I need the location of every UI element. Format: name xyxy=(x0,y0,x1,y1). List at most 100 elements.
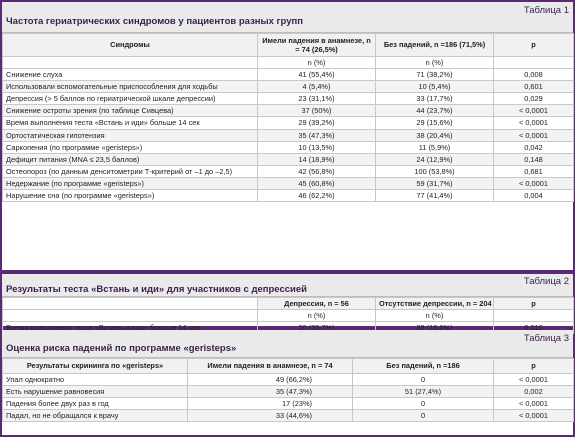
row-label: Саркопения (по программе «geristeps») xyxy=(2,140,258,154)
row-label: Снижение остроты зрения (по таблице Сивц… xyxy=(2,104,258,118)
table-2-panel: Результаты теста «Встань и иди» для учас… xyxy=(2,274,574,335)
table-2: Депрессия, n = 56 Отсутствие депрессии, … xyxy=(2,296,574,335)
table-row: Падения более двух раз в год 17 (23%) 0 … xyxy=(2,397,574,411)
row-no-falls: 71 (38,2%) xyxy=(375,68,494,82)
table-row: Ортостатическая гипотензия 35 (47,3%) 38… xyxy=(2,128,574,142)
row-falls: 35 (47,3%) xyxy=(187,385,353,399)
table-2-number: Таблица 2 xyxy=(523,276,569,287)
row-label: Нарушение сна (по программе «geristeps») xyxy=(2,189,258,203)
row-label: Недержание (по программе «geristeps») xyxy=(2,176,258,191)
row-p: 0,601 xyxy=(493,80,574,94)
table-2-unit-row: n (%) n (%) xyxy=(2,309,574,323)
row-label: Есть нарушение равновесия xyxy=(2,385,188,399)
table-2-header-bar: Результаты теста «Встань и иди» для учас… xyxy=(2,274,573,297)
unit-no-dep: n (%) xyxy=(375,309,494,323)
table-3-header-row: Результаты скрининга по «geristeps» Имел… xyxy=(2,358,574,374)
row-p: < 0,0001 xyxy=(493,176,574,191)
row-p: < 0,0001 xyxy=(493,372,574,387)
col-header-no-falls-text: Без падений, n =186 (71,5%) xyxy=(383,40,486,50)
row-p: < 0,0001 xyxy=(493,104,574,118)
table-1-title: Частота гериатрических синдромов у пацие… xyxy=(6,16,303,27)
col-header-syndromes: Синдромы xyxy=(2,33,258,57)
row-falls: 42 (56,8%) xyxy=(257,164,376,178)
table-1-panel: Частота гериатрических синдромов у пацие… xyxy=(2,2,574,270)
table-row: Использовали вспомогательные приспособле… xyxy=(2,80,574,94)
unit-empty-p xyxy=(493,55,574,70)
row-no-falls: 38 (20,4%) xyxy=(375,128,494,142)
table-1-number: Таблица 1 xyxy=(523,5,569,16)
row-no-falls: 11 (5,9%) xyxy=(375,140,494,154)
row-label: Депрессия (> 5 баллов по гериатрической … xyxy=(2,92,258,106)
row-p: 0,008 xyxy=(493,68,574,82)
table-1-unit-row: n (%) n (%) xyxy=(2,55,574,70)
row-no-falls: 77 (41,4%) xyxy=(375,189,494,203)
unit-falls: n (%) xyxy=(257,55,376,70)
table-3-header-bar: Оценка риска падений по программе «geris… xyxy=(2,330,573,358)
table-row: Недержание (по программе «geristeps») 45… xyxy=(2,176,574,191)
row-p: 0,042 xyxy=(493,140,574,154)
unit-dep: n (%) xyxy=(257,309,376,323)
col-header-falls: Имели падения в анамнезе, n = 74 xyxy=(187,358,353,374)
row-p: 0,029 xyxy=(493,92,574,106)
table-row: Падал, но не обращался к врачу 33 (44,6%… xyxy=(2,409,574,423)
table-row: Остеопороз (по данным денситометрии Т-кр… xyxy=(2,164,574,178)
row-falls: 23 (31,1%) xyxy=(257,92,376,106)
row-falls: 41 (55,4%) xyxy=(257,68,376,82)
table-3: Результаты скрининга по «geristeps» Имел… xyxy=(2,358,574,423)
row-label: Время выполнения теста «Встань и иди» бо… xyxy=(2,116,258,130)
row-label: Падал, но не обращался к врачу xyxy=(2,409,188,423)
table-row: Дефицит питания (MNA ≤ 23,5 баллов) 14 (… xyxy=(2,152,574,166)
col-header-depression: Депрессия, n = 56 xyxy=(257,296,376,311)
table-row: Снижение слуха 41 (55,4%) 71 (38,2%) 0,0… xyxy=(2,68,574,82)
unit-empty xyxy=(2,309,258,323)
row-p: < 0,0001 xyxy=(493,128,574,142)
row-no-falls: 0 xyxy=(352,372,494,387)
row-falls: 29 (39,2%) xyxy=(257,116,376,130)
row-p: 0,004 xyxy=(493,189,574,203)
row-label: Остеопороз (по данным денситометрии Т-кр… xyxy=(2,164,258,178)
row-label: Падения более двух раз в год xyxy=(2,397,188,411)
row-no-falls: 51 (27,4%) xyxy=(352,385,494,399)
row-falls: 10 (13,5%) xyxy=(257,140,376,154)
table-row: Упал однократно 49 (66,2%) 0 < 0,0001 xyxy=(2,372,574,387)
header-empty xyxy=(2,296,258,311)
col-header-no-depression: Отсутствие депрессии, n = 204 xyxy=(375,296,494,311)
unit-empty xyxy=(2,55,258,70)
col-header-no-falls: Без падений, n =186 xyxy=(352,358,494,374)
row-falls: 35 (47,3%) xyxy=(257,128,376,142)
row-falls: 46 (62,2%) xyxy=(257,189,376,203)
table-row: Нарушение сна (по программе «geristeps»)… xyxy=(2,189,574,203)
col-header-p: p xyxy=(493,33,574,57)
col-header-no-falls: Без падений, n =186 (71,5%) xyxy=(375,33,494,57)
row-falls: 17 (23%) xyxy=(187,397,353,411)
row-p: < 0,0001 xyxy=(493,397,574,411)
table-row: Есть нарушение равновесия 35 (47,3%) 51 … xyxy=(2,385,574,399)
row-no-falls: 0 xyxy=(352,397,494,411)
row-falls: 37 (50%) xyxy=(257,104,376,118)
row-p: 0,681 xyxy=(493,164,574,178)
row-falls: 4 (5,4%) xyxy=(257,80,376,94)
row-label: Упал однократно xyxy=(2,372,188,387)
table-3-title: Оценка риска падений по программе «geris… xyxy=(6,343,237,354)
unit-no-falls: n (%) xyxy=(375,55,494,70)
table-1: Синдромы Имели падения в анамнезе, n = 7… xyxy=(2,33,574,203)
row-falls: 45 (60,8%) xyxy=(257,176,376,191)
row-label: Снижение слуха xyxy=(2,68,258,82)
row-label: Использовали вспомогательные приспособле… xyxy=(2,80,258,94)
row-no-falls: 33 (17,7%) xyxy=(375,92,494,106)
row-no-falls: 59 (31,7%) xyxy=(375,176,494,191)
col-header-falls-text: Имели падения в анамнезе, n = 74 (26,5%) xyxy=(262,35,371,55)
unit-empty-p xyxy=(493,309,574,323)
col-header-results: Результаты скрининга по «geristeps» xyxy=(2,358,188,374)
table-3-number: Таблица 3 xyxy=(523,333,569,344)
row-label: Ортостатическая гипотензия xyxy=(2,128,258,142)
row-falls: 33 (44,6%) xyxy=(187,409,353,423)
row-p: < 0,0001 xyxy=(493,116,574,130)
table-row: Снижение остроты зрения (по таблице Сивц… xyxy=(2,104,574,118)
table-row: Депрессия (> 5 баллов по гериатрической … xyxy=(2,92,574,106)
row-no-falls: 0 xyxy=(352,409,494,423)
table-1-header-bar: Частота гериатрических синдромов у пацие… xyxy=(2,2,573,33)
row-p: 0,002 xyxy=(493,385,574,399)
table-row: Саркопения (по программе «geristeps») 10… xyxy=(2,140,574,154)
col-header-p: p xyxy=(493,296,574,311)
